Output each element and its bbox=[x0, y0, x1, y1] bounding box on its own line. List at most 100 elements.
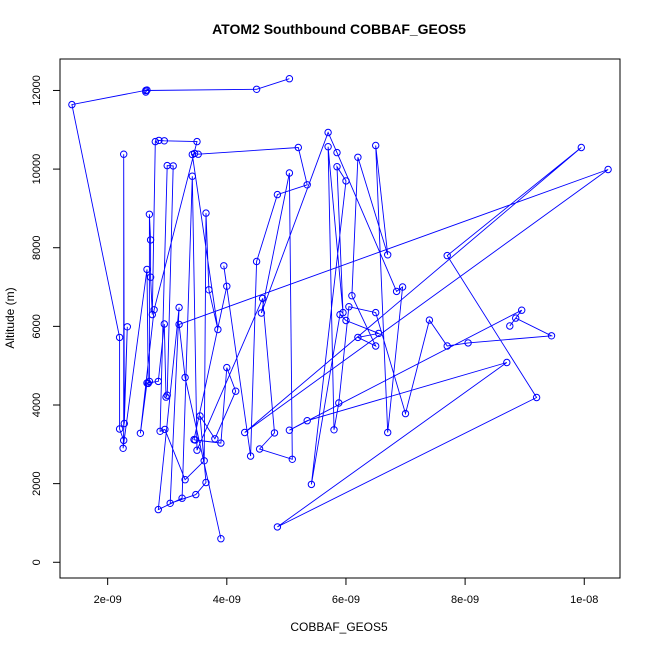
plot-frame bbox=[59, 58, 621, 579]
data-point bbox=[257, 309, 266, 317]
data-point bbox=[303, 181, 311, 189]
data-point bbox=[181, 373, 189, 382]
x-tick-label: 6e-09 bbox=[332, 594, 360, 606]
data-point bbox=[175, 303, 183, 312]
data-point bbox=[547, 332, 556, 340]
y-tick-label: 8000 bbox=[31, 235, 43, 259]
y-tick-label: 6000 bbox=[31, 314, 43, 338]
data-point bbox=[188, 172, 197, 180]
data-point bbox=[191, 436, 199, 444]
data-point bbox=[68, 100, 76, 109]
data-point bbox=[532, 393, 541, 402]
data-point bbox=[143, 379, 151, 387]
data-point bbox=[232, 387, 240, 395]
data-point bbox=[115, 333, 124, 342]
data-point bbox=[160, 137, 169, 145]
data-point bbox=[155, 136, 163, 145]
data-point bbox=[146, 236, 155, 244]
data-point bbox=[503, 358, 511, 367]
data-point bbox=[166, 499, 174, 507]
data-point bbox=[303, 417, 311, 425]
data-point bbox=[194, 150, 202, 158]
data-point bbox=[443, 342, 451, 350]
data-point bbox=[512, 314, 520, 322]
y-axis-label: Altitude (m) bbox=[3, 287, 17, 348]
data-point bbox=[372, 141, 380, 150]
data-point bbox=[372, 308, 380, 317]
x-axis: 2e-09 4e-09 6e-09 8e-09 1e-08 bbox=[94, 577, 598, 606]
data-point bbox=[193, 446, 201, 454]
data-point bbox=[345, 303, 353, 311]
data-point bbox=[175, 320, 183, 329]
data-point bbox=[211, 435, 219, 443]
data-point bbox=[270, 429, 279, 437]
data-point bbox=[223, 282, 231, 290]
data-point bbox=[342, 177, 350, 185]
data-point bbox=[193, 137, 201, 146]
data-point bbox=[136, 429, 145, 437]
series-line bbox=[71, 78, 609, 539]
data-point bbox=[156, 427, 164, 435]
data-point bbox=[220, 262, 228, 270]
data-point bbox=[285, 75, 294, 83]
data-point bbox=[154, 505, 163, 514]
data-point bbox=[443, 251, 451, 260]
y-axis: 0 2000 4000 6000 8000 10000 12000 bbox=[31, 75, 61, 565]
data-point bbox=[285, 169, 294, 177]
data-point bbox=[255, 445, 264, 453]
data-point bbox=[330, 426, 338, 434]
data-point bbox=[401, 409, 410, 418]
chart-title: ATOM2 Southbound COBBAF_GEOS5 bbox=[212, 21, 466, 37]
x-tick-label: 2e-09 bbox=[94, 594, 122, 606]
y-tick-label: 10000 bbox=[31, 154, 43, 185]
data-point bbox=[202, 209, 210, 217]
data-point bbox=[339, 308, 347, 317]
data-point bbox=[217, 439, 225, 447]
data-point bbox=[324, 143, 332, 151]
data-point bbox=[398, 283, 407, 291]
data-point bbox=[384, 428, 392, 437]
data-point bbox=[223, 363, 231, 372]
data-point bbox=[154, 377, 163, 386]
data-point bbox=[252, 257, 261, 266]
data-point bbox=[190, 149, 199, 158]
y-tick-label: 2000 bbox=[31, 471, 43, 495]
data-point bbox=[200, 457, 208, 465]
data-point bbox=[273, 523, 282, 531]
data-point bbox=[162, 393, 170, 401]
data-point bbox=[354, 333, 362, 342]
data-point bbox=[205, 286, 213, 294]
x-axis-label: COBBAF_GEOS5 bbox=[290, 620, 388, 634]
data-point bbox=[518, 306, 526, 314]
data-point bbox=[119, 444, 127, 452]
x-tick-label: 4e-09 bbox=[213, 594, 241, 606]
data-point bbox=[202, 478, 210, 487]
y-tick-label: 0 bbox=[31, 559, 43, 565]
series-layer bbox=[68, 75, 612, 543]
data-point bbox=[217, 535, 225, 543]
data-point bbox=[120, 150, 128, 158]
data-point bbox=[273, 190, 282, 199]
data-point bbox=[192, 490, 200, 499]
data-point bbox=[333, 163, 341, 171]
data-point bbox=[143, 86, 151, 94]
data-point bbox=[294, 143, 302, 152]
data-point bbox=[342, 316, 350, 325]
x-tick-label: 8e-09 bbox=[451, 594, 479, 606]
data-point bbox=[392, 287, 401, 296]
data-point bbox=[604, 165, 612, 174]
data-point bbox=[285, 426, 294, 434]
data-point bbox=[335, 399, 343, 407]
data-point bbox=[161, 425, 169, 434]
data-point bbox=[258, 294, 267, 303]
y-tick-label: 12000 bbox=[31, 75, 43, 106]
data-point bbox=[246, 452, 255, 460]
data-point bbox=[150, 306, 158, 314]
data-point bbox=[372, 342, 380, 350]
data-point bbox=[384, 251, 392, 259]
data-point bbox=[143, 265, 151, 274]
data-point bbox=[288, 455, 296, 463]
data-point bbox=[375, 329, 383, 338]
data-point bbox=[151, 137, 160, 146]
